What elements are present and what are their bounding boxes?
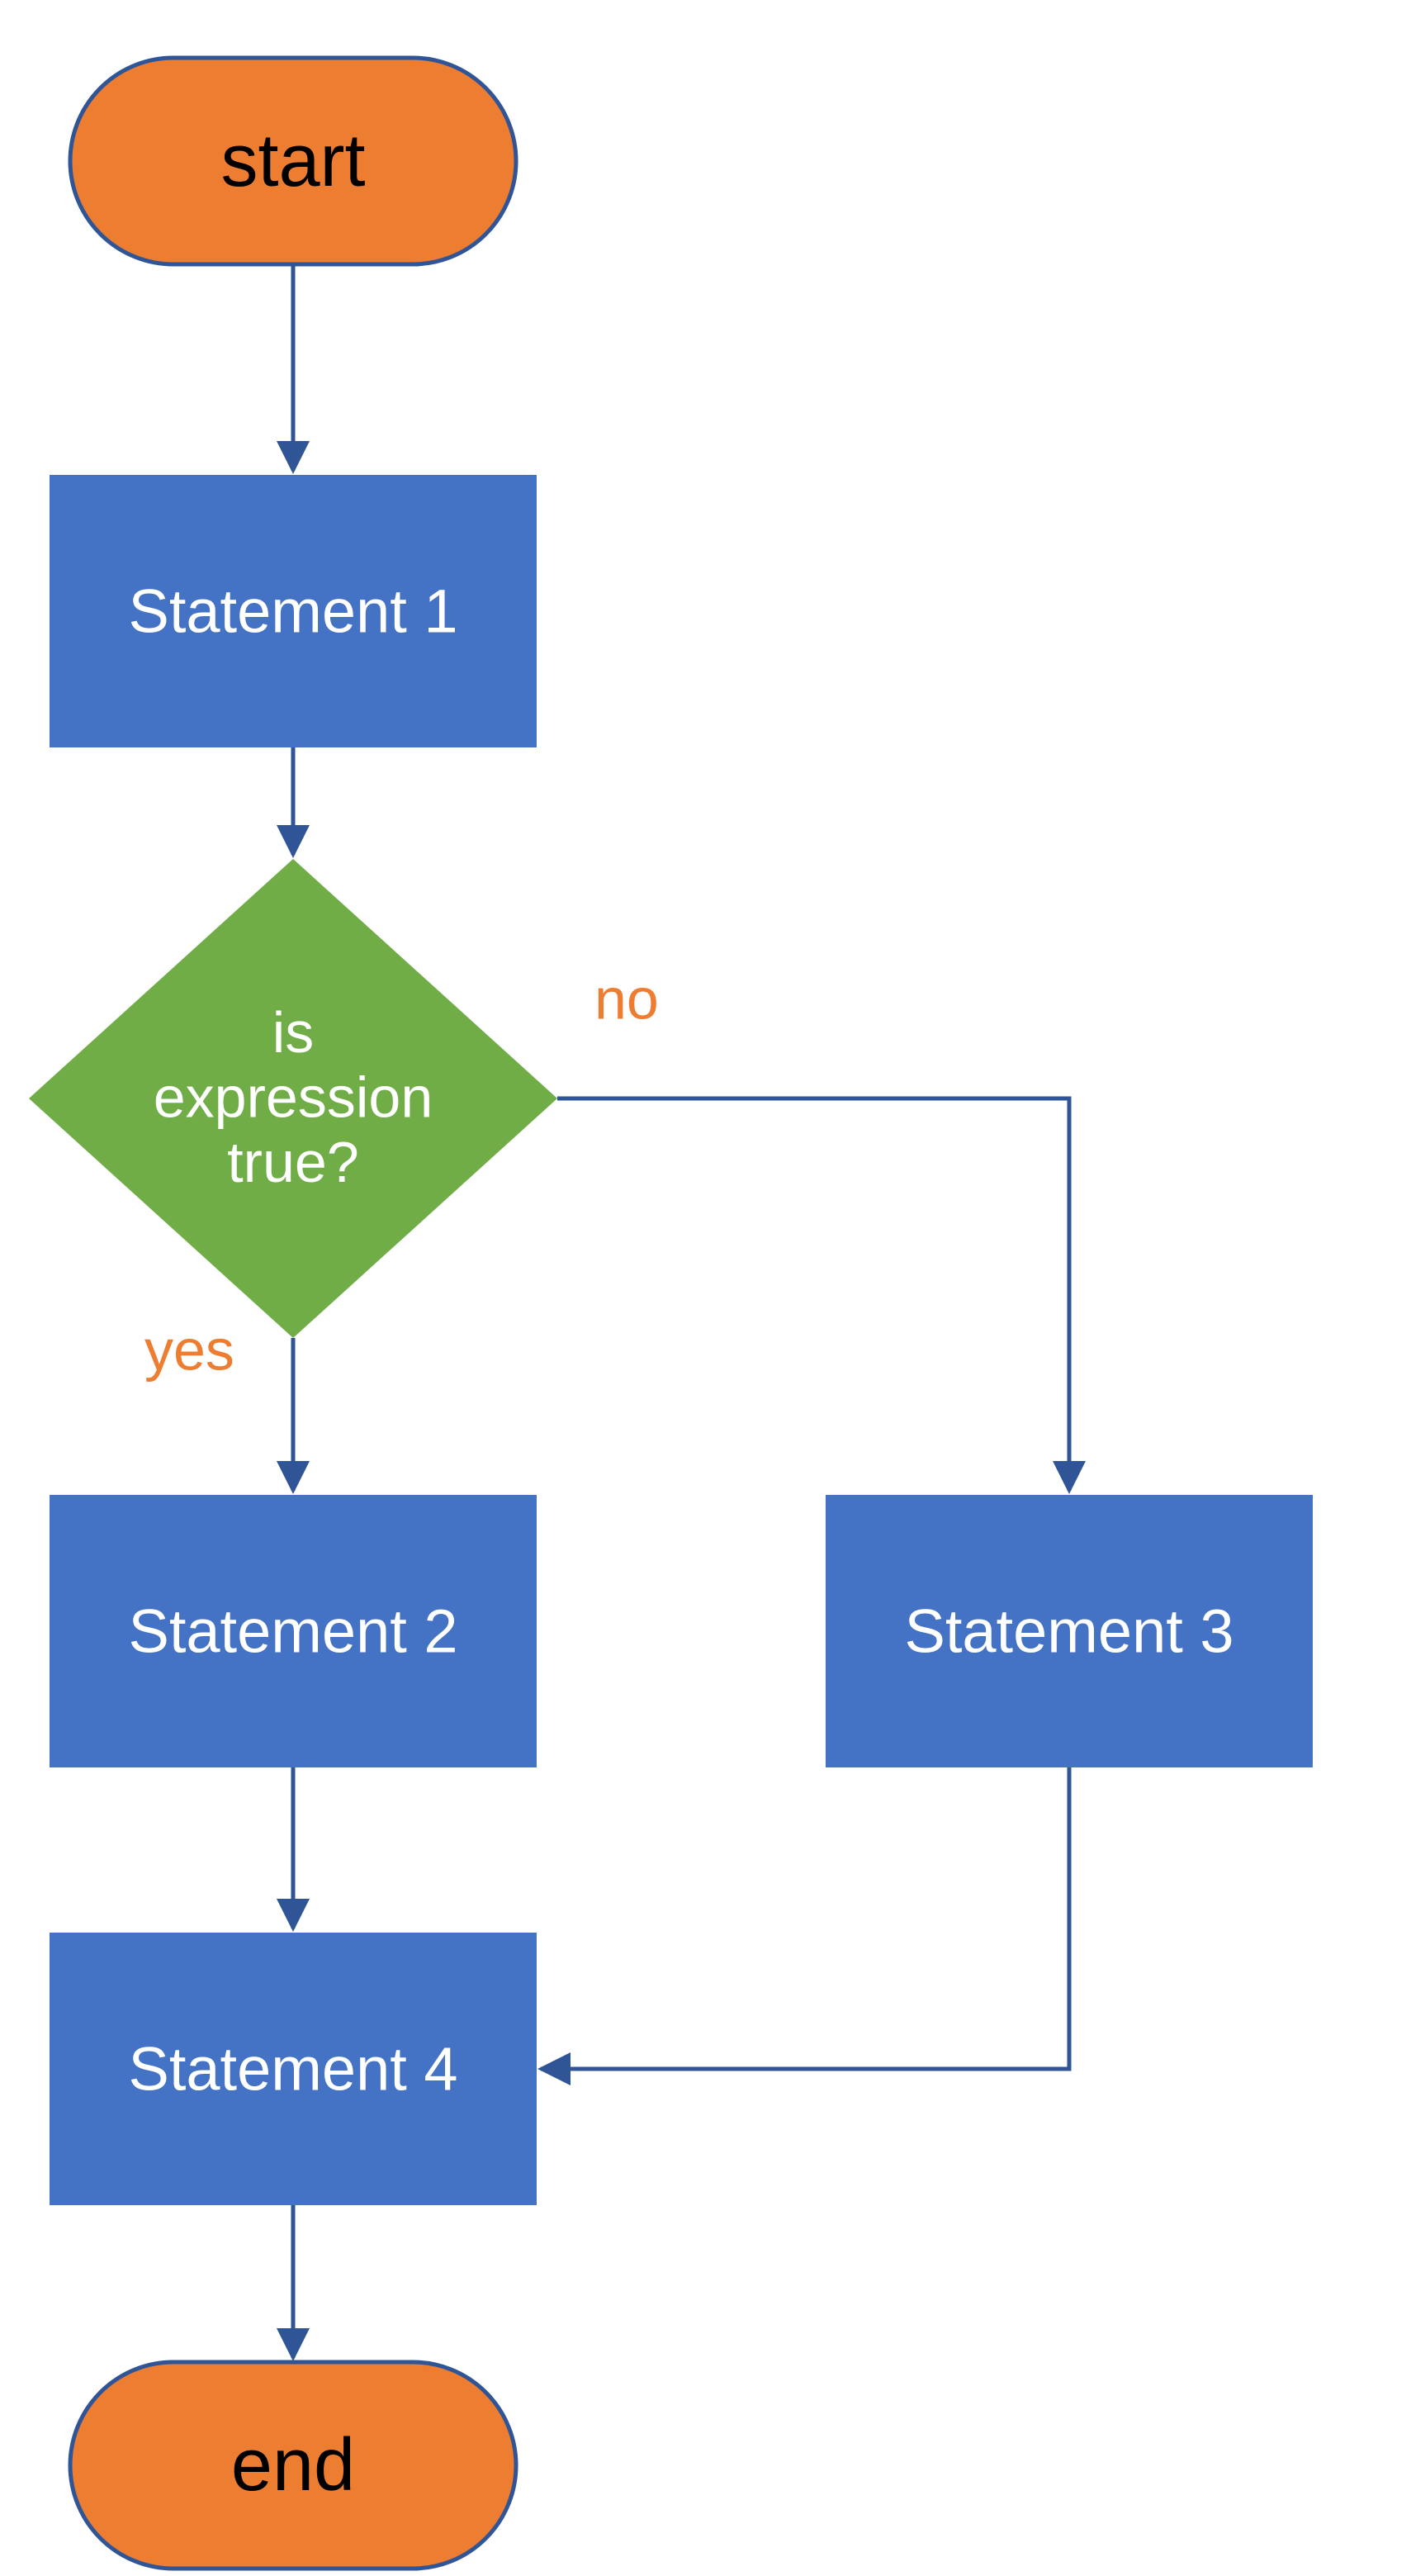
edge-dec-s3 xyxy=(557,1098,1069,1491)
edge-label-yes: yes xyxy=(144,1317,234,1382)
node-dec-label-line-1: expression xyxy=(154,1065,433,1129)
edge-label-no: no xyxy=(594,966,659,1031)
node-s4-label: Statement 4 xyxy=(128,2035,457,2104)
node-end-label: end xyxy=(231,2424,355,2507)
node-s1: Statement 1 xyxy=(50,475,537,747)
node-s2: Statement 2 xyxy=(50,1495,537,1767)
node-s3-label: Statement 3 xyxy=(904,1597,1233,1666)
node-dec-label-line-2: true? xyxy=(227,1130,359,1194)
node-start: start xyxy=(70,58,516,264)
flowchart: yes no start Statement 1 isexpressiontrue? St… xyxy=(0,0,1411,2576)
node-s1-label: Statement 1 xyxy=(128,577,457,646)
node-s3: Statement 3 xyxy=(826,1495,1313,1767)
node-start-label: start xyxy=(220,120,365,202)
node-s4: Statement 4 xyxy=(50,1933,537,2205)
nodes: start Statement 1 isexpressiontrue? Stateme… xyxy=(29,58,1313,2569)
node-s2-label: Statement 2 xyxy=(128,1597,457,1666)
node-dec: isexpressiontrue? xyxy=(29,859,557,1338)
edge-s3-s4 xyxy=(541,1767,1069,2069)
node-end: end xyxy=(70,2362,516,2569)
node-dec-label-line-0: is xyxy=(272,1000,315,1065)
